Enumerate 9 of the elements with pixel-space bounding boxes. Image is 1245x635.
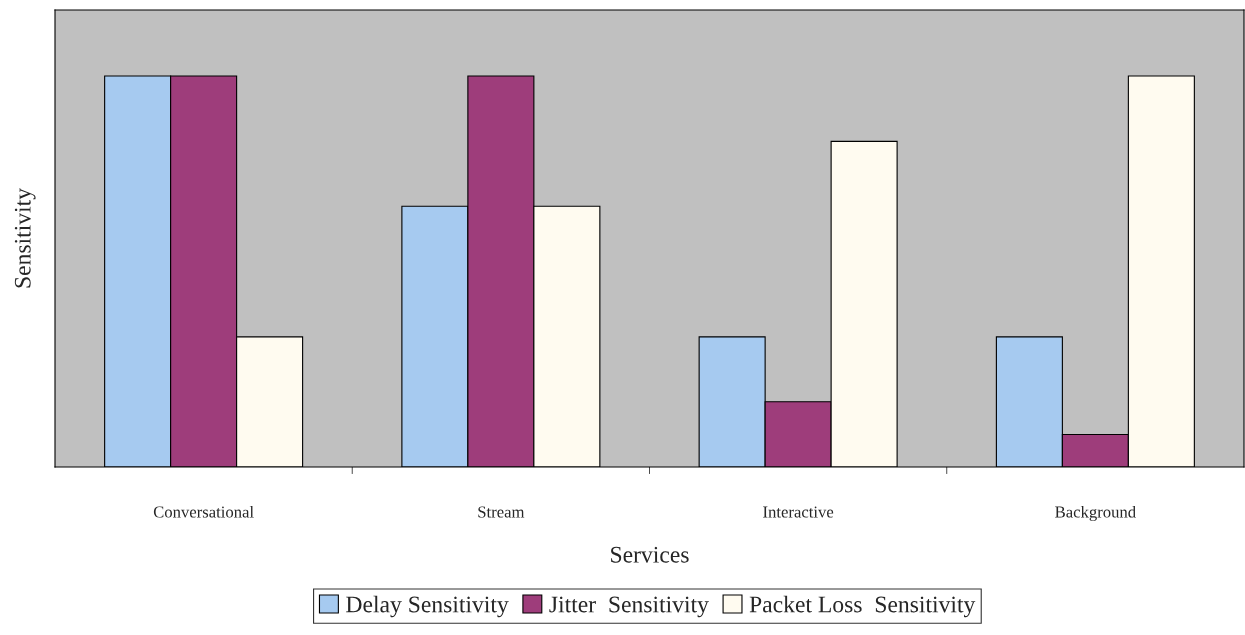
- x-tick-label: Interactive: [763, 506, 834, 518]
- x-tick-label: Background: [1055, 505, 1136, 522]
- legend-label: Delay Sensitivity: [346, 595, 509, 618]
- x-tick-label: Stream: [478, 506, 525, 518]
- legend-label: Jitter Sensitivity: [549, 596, 709, 618]
- x-axis-title: Services: [611, 546, 689, 563]
- x-tick-label: Conversational: [153, 505, 254, 518]
- legend-label: Packet Loss Sensitivity: [749, 595, 976, 618]
- y-axis-title: Sensitivity: [14, 188, 36, 288]
